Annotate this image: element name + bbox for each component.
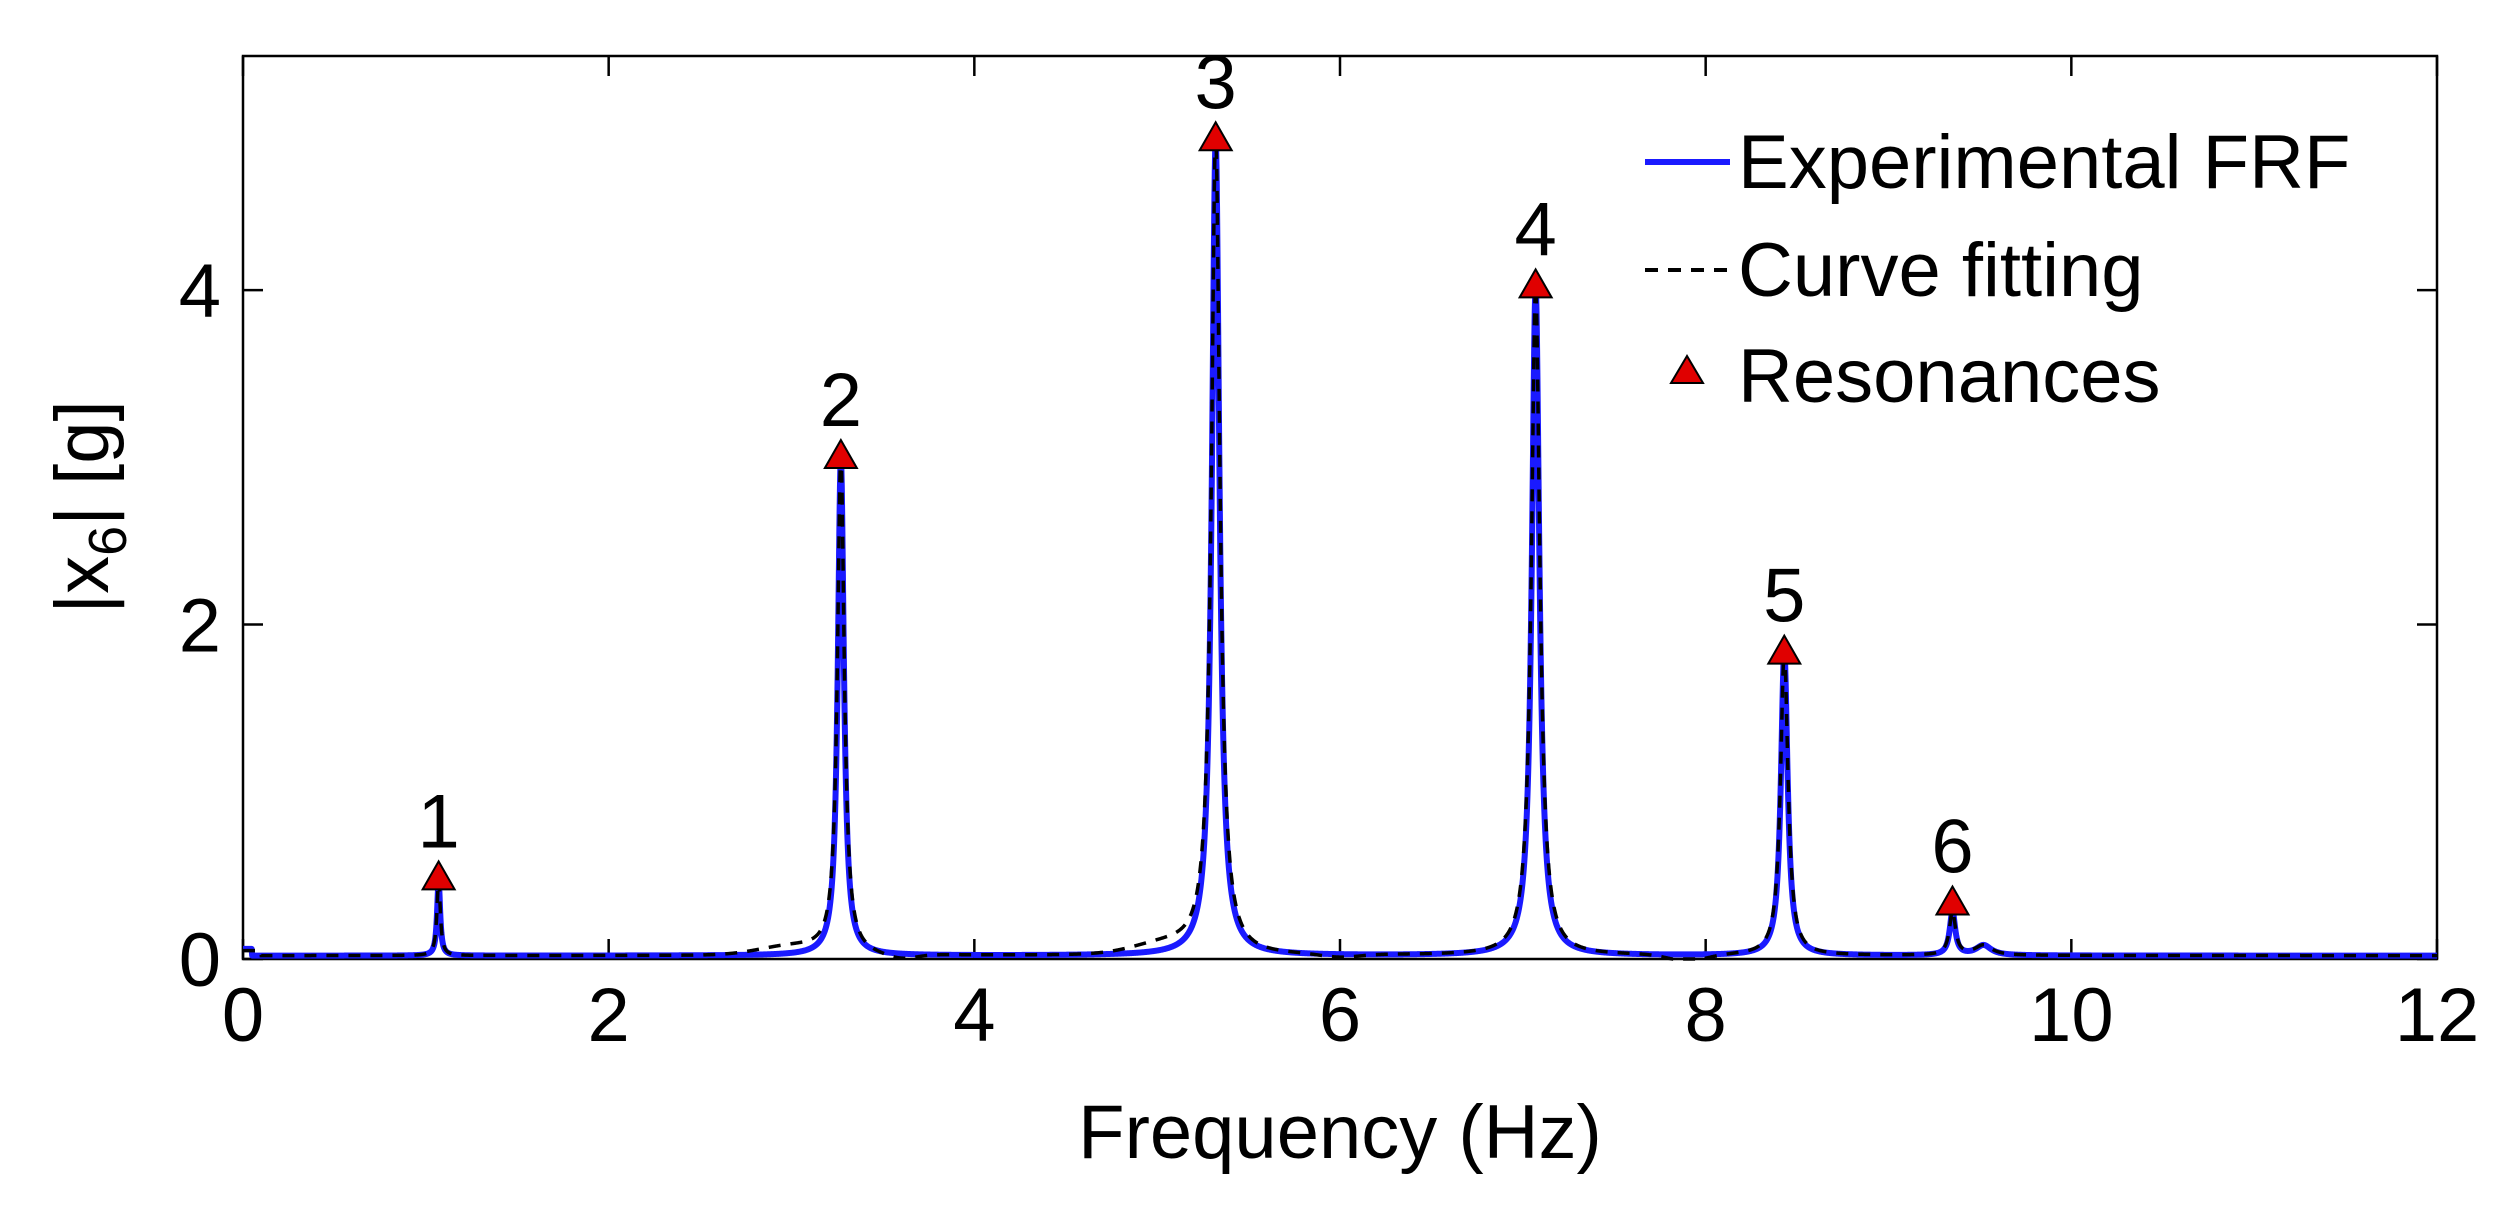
resonance-marker-2 xyxy=(823,437,859,469)
y-tick-label-0: 0 xyxy=(179,918,221,1003)
resonance-label-3: 3 xyxy=(1195,40,1237,125)
series-line-curve-fitting xyxy=(243,136,2437,961)
resonance-label-6: 6 xyxy=(1931,804,1973,889)
y-tick-label-1: 2 xyxy=(179,584,221,669)
y-axis-label: |x6| [g] xyxy=(40,400,138,613)
resonance-marker-5 xyxy=(1766,633,1803,665)
y-axis-label-tail: | [g] xyxy=(40,400,125,525)
y-axis-label-main: |x xyxy=(40,556,125,614)
series-line-experimental xyxy=(240,136,2440,959)
series-group xyxy=(240,136,2440,961)
legend: Experimental FRF Curve fitting Resonance… xyxy=(1645,120,2350,419)
resonance-marker-4 xyxy=(1517,267,1554,299)
resonance-label-1: 1 xyxy=(417,779,459,864)
resonance-label-2: 2 xyxy=(820,358,862,443)
resonance-marker-3 xyxy=(1197,120,1234,152)
y-tick-label-2: 4 xyxy=(179,249,221,334)
legend-swatch-resonance xyxy=(1669,354,1705,384)
x-tick-label-6: 12 xyxy=(2395,973,2480,1058)
x-tick-label-5: 10 xyxy=(2029,973,2114,1058)
x-tick-label-0: 0 xyxy=(222,973,264,1058)
y-axis-label-subscript: 6 xyxy=(78,526,138,556)
x-tick-label-2: 4 xyxy=(953,973,995,1058)
legend-label-fit: Curve fitting xyxy=(1738,228,2144,313)
resonance-marker-6 xyxy=(1934,884,1971,916)
x-tick-label-4: 8 xyxy=(1685,973,1727,1058)
legend-label-experimental: Experimental FRF xyxy=(1738,120,2350,205)
x-axis-label: Frequency (Hz) xyxy=(1078,1090,1602,1175)
x-tick-label-1: 2 xyxy=(588,973,630,1058)
resonance-markers: 1 2 3 4 5 6 xyxy=(417,40,1974,916)
resonance-label-4: 4 xyxy=(1514,187,1556,272)
x-tick-label-3: 6 xyxy=(1319,973,1361,1058)
resonance-label-5: 5 xyxy=(1763,554,1805,639)
resonance-marker-1 xyxy=(420,859,457,891)
legend-label-resonances: Resonances xyxy=(1738,334,2161,419)
